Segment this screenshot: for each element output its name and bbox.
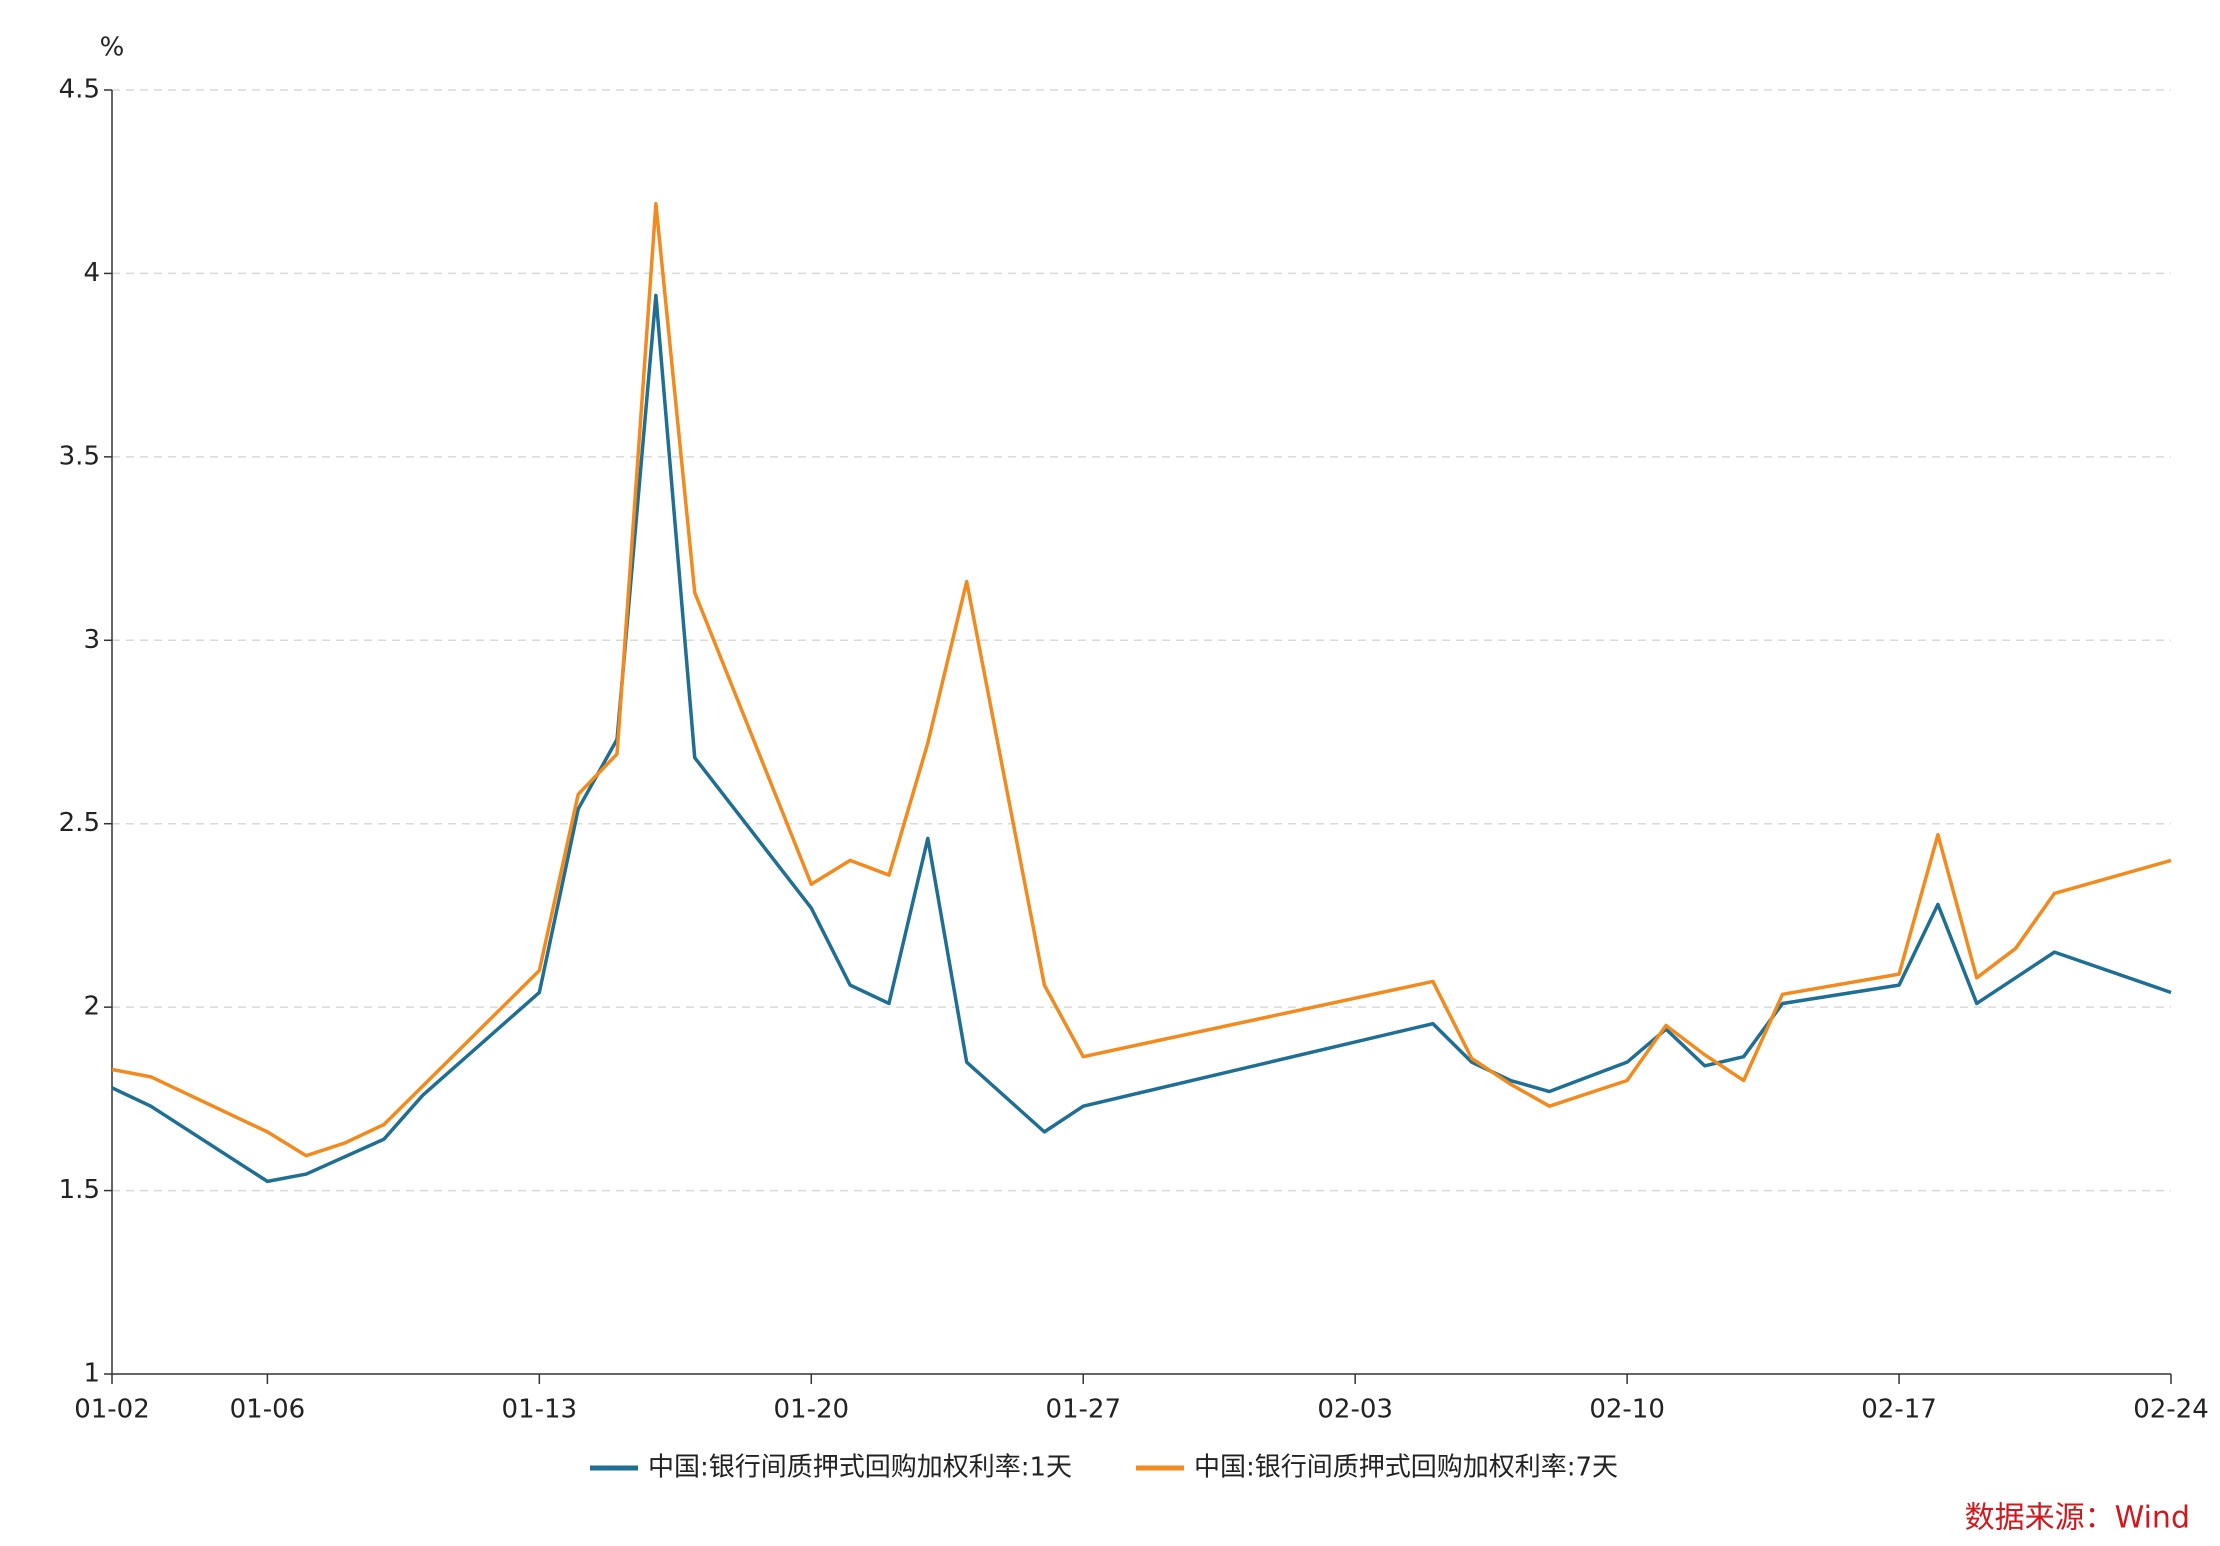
y-tick-label: 3 — [83, 625, 100, 655]
y-tick-label: 1.5 — [59, 1175, 100, 1205]
x-tick-label: 02-17 — [1861, 1395, 1937, 1425]
x-tick-label: 02-24 — [2133, 1395, 2209, 1425]
series-line — [111, 293, 2172, 1184]
y-tick-label: 4 — [83, 258, 100, 288]
y-tick-label: 4.5 — [59, 75, 100, 105]
y-tick-label: 1 — [83, 1359, 100, 1389]
legend-label: 中国:银行间质押式回购加权利率:1天 — [648, 1453, 1072, 1483]
source: 数据来源：Wind — [1965, 1501, 2190, 1536]
y-unit: % — [100, 33, 125, 63]
y-tick-label: 3.5 — [59, 441, 100, 471]
x-tick-label: 02-03 — [1317, 1395, 1393, 1425]
x-tick-label: 01-27 — [1045, 1395, 1121, 1425]
x-tick-label: 01-02 — [74, 1395, 150, 1425]
y-tick-label: 2.5 — [59, 808, 100, 838]
series-line — [111, 201, 2172, 1158]
legend-label: 中国:银行间质押式回购加权利率:7天 — [1194, 1453, 1618, 1483]
x-tick-label: 01-06 — [230, 1395, 306, 1425]
x-tick-label: 02-10 — [1589, 1395, 1665, 1425]
y-tick-label: 2 — [83, 992, 100, 1022]
x-tick-label: 01-13 — [502, 1395, 578, 1425]
x-tick-label: 01-20 — [774, 1395, 850, 1425]
